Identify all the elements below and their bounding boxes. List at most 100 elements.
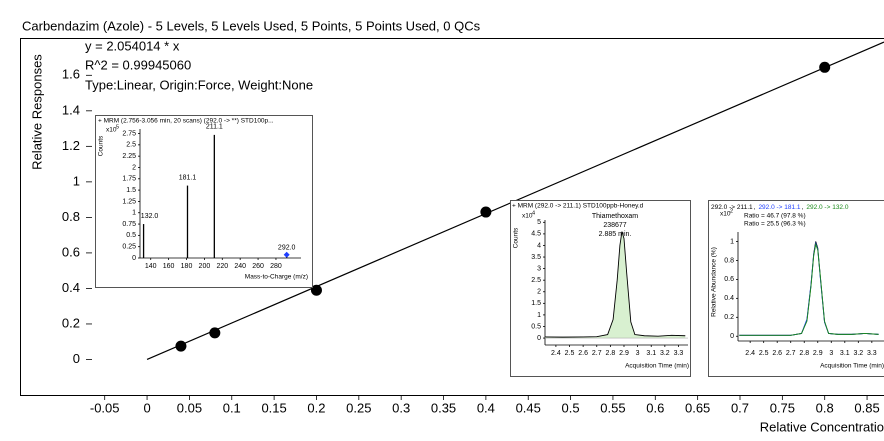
y-tick-label: 2: [132, 164, 136, 171]
header-separator: ,: [802, 204, 804, 211]
x-tick-label: 2.8: [799, 350, 809, 357]
x-tick-label: 2.7: [592, 350, 602, 357]
peak-annotation: 238677: [603, 222, 626, 229]
peak-fill: [545, 231, 686, 339]
x-tick-label: 3.2: [853, 350, 863, 357]
x-tick-label: 0.3: [392, 400, 410, 415]
header-separator: ,: [754, 204, 756, 211]
x-tick-label: 140: [145, 263, 157, 270]
y-scale-label: x10: [522, 213, 533, 220]
x-tick-label: 3.1: [840, 350, 850, 357]
y-tick-label: 1.4: [62, 102, 80, 117]
inset-plot: + MRM (2.756-3.056 min, 20 scans) (292.0…: [95, 115, 313, 288]
y-tick-label: 1.5: [126, 187, 136, 194]
x-tick-label: 2.6: [578, 350, 588, 357]
x-tick-label: 0.5: [562, 400, 580, 415]
y-scale-exponent: 5: [116, 124, 119, 130]
inset-frame: [510, 200, 691, 377]
x-tick-label: 0.25: [346, 400, 371, 415]
x-tick-label: 0.4: [477, 400, 495, 415]
x-axis-label: Mass-to-Charge (m/z): [245, 274, 308, 281]
ratio-label: Ratio = 46.7 (97.8 %): [744, 213, 806, 220]
x-tick-label: 0.85: [854, 400, 879, 415]
y-tick-label: 0.75: [122, 221, 136, 228]
x-tick-label: 0.1: [223, 400, 241, 415]
main-plot: -0.05 0 0.05 0.1 0.15 0.2 0.25 0.3 0.35 0.4 0.45 0.…: [62, 41, 884, 415]
y-tick-label: 1.6: [62, 67, 80, 82]
y-tick-label: 1.5: [531, 300, 541, 307]
x-tick-label: 2.6: [772, 350, 782, 357]
y-scale-label: x10: [106, 127, 117, 134]
y-tick-label: 0: [132, 255, 136, 262]
y-tick-label: 2.25: [122, 153, 136, 160]
calibration-point: [310, 284, 322, 296]
y-tick-label: 2: [537, 289, 541, 296]
x-tick-label: 0.65: [685, 400, 710, 415]
y-tick-label: 0.8: [724, 257, 734, 264]
chromatogram-line: [544, 231, 686, 338]
x-tick-label: 3.2: [660, 350, 670, 357]
peak-annotation: Thiamethoxam: [592, 213, 638, 220]
y-tick-label: 1: [132, 210, 136, 217]
calibration-point: [209, 327, 221, 339]
x-tick-label: 3.3: [674, 350, 684, 357]
x-tick-label: 2.5: [759, 350, 769, 357]
y-tick-label: 1.75: [122, 176, 136, 183]
y-tick-label: 0.4: [62, 280, 80, 295]
x-tick-label: 3: [636, 350, 640, 357]
x-axis-label: Relative Concentratio: [760, 419, 884, 434]
x-tick-label: 0.15: [261, 400, 286, 415]
equation: y = 2.054014 * x: [85, 38, 180, 53]
x-tick-label: 2.9: [813, 350, 823, 357]
x-tick-label: 2.4: [551, 350, 561, 357]
precursor-marker: [283, 251, 290, 258]
y-tick-label: 0.6: [724, 276, 734, 283]
x-tick-label: 220: [216, 263, 228, 270]
peak-label: 181.1: [179, 174, 197, 181]
y-tick-label: 0.2: [62, 315, 80, 330]
x-tick-label: 0.75: [770, 400, 795, 415]
peak-label: 211.1: [206, 124, 223, 131]
y-tick-label: 5: [537, 219, 541, 226]
peak-annotation: 2.885 min.: [599, 231, 632, 238]
chart-title: Carbendazim (Azole) - 5 Levels, 5 Levels…: [22, 18, 481, 33]
y-axis-label: Counts: [98, 135, 105, 156]
x-tick-label: 3.3: [867, 350, 877, 357]
y-tick-label: 1: [730, 238, 734, 245]
y-scale-label: x10: [720, 211, 731, 218]
x-tick-label: 2.9: [619, 350, 629, 357]
legend-entry: 292.0 -> 132.0: [806, 204, 848, 211]
y-tick-label: 0.2: [724, 314, 734, 321]
x-tick-label: 0.35: [431, 400, 456, 415]
x-tick-label: 2.5: [565, 350, 575, 357]
legend-entry: 292.0 -> 181.1: [758, 204, 800, 211]
y-tick-label: 0.5: [531, 323, 541, 330]
transition-header: 292.0 -> 211.1, 292.0 -> 181.1, 292.0 -> 1…: [711, 204, 849, 211]
x-tick-label: 0.8: [816, 400, 834, 415]
x-axis-label: Acquisition Time (min): [625, 363, 689, 370]
y-axis-label: Relative Abundance (%): [711, 247, 718, 317]
y-tick-label: 0.25: [122, 244, 136, 251]
y-tick-label: 1: [537, 312, 541, 319]
y-tick-label: 0.8: [62, 209, 80, 224]
y-scale-exponent: 2: [730, 208, 733, 214]
x-tick-label: 0.2: [307, 400, 325, 415]
calibration-point: [819, 61, 831, 73]
x-tick-label: 2.8: [606, 350, 616, 357]
inset-title: + MRM (292.0 -> 211.1) STD100ppb-Honey.d: [512, 203, 644, 210]
legend-entry: 292.0 -> 211.1: [711, 204, 753, 211]
x-tick-label: 0.7: [731, 400, 749, 415]
calibration-point: [480, 206, 492, 218]
y-tick-label: 2.5: [531, 277, 541, 284]
x-axis-label: Acquisition Time (min): [820, 363, 884, 370]
calibration-point: [175, 340, 187, 352]
y-tick-label: 0: [730, 333, 734, 340]
y-tick-label: 3.5: [531, 254, 541, 261]
y-scale-exponent: 4: [532, 210, 535, 216]
x-tick-label: 2.7: [786, 350, 796, 357]
x-tick-label: 2.4: [745, 350, 755, 357]
x-tick-label: 0.45: [516, 400, 541, 415]
peak-label: 132.0: [141, 213, 159, 220]
x-tick-label: 0: [143, 400, 150, 415]
